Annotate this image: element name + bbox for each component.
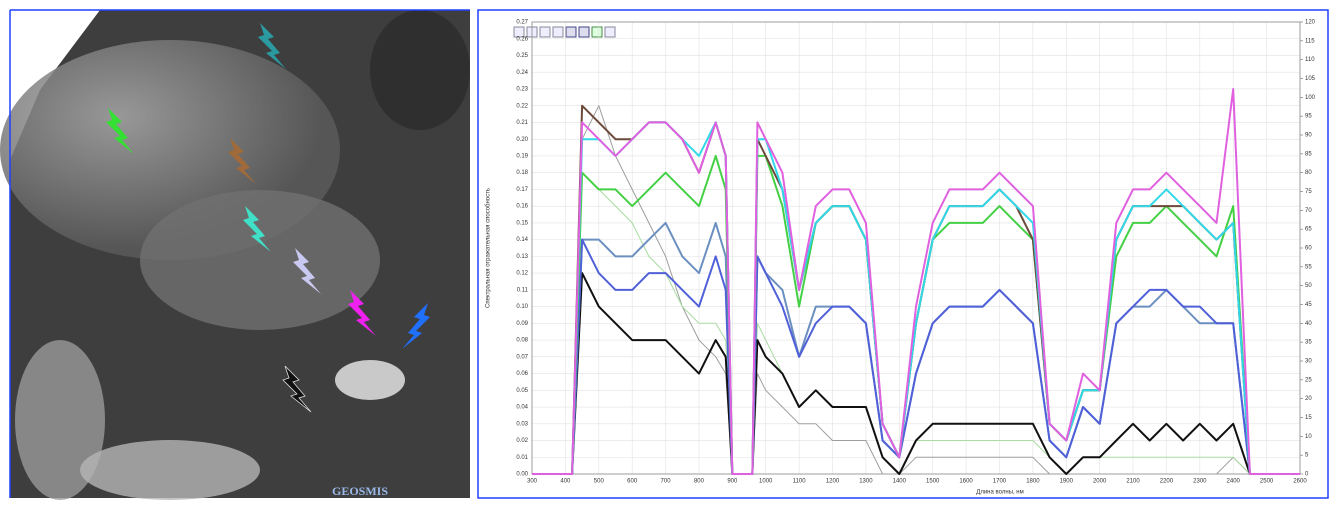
y2-tick-label: 115 <box>1305 38 1315 44</box>
y-tick-label: 0.18 <box>516 170 528 176</box>
toolbar-button[interactable] <box>566 27 576 37</box>
x-tick-label: 500 <box>594 479 605 485</box>
y2-tick-label: 30 <box>1305 359 1312 365</box>
y-tick-label: 0.17 <box>516 187 528 193</box>
y2-tick-label: 85 <box>1305 151 1312 157</box>
toolbar-button[interactable] <box>605 27 615 37</box>
y-tick-label: 0.08 <box>516 338 528 344</box>
y2-tick-label: 15 <box>1305 415 1312 421</box>
toolbar-button[interactable] <box>579 27 589 37</box>
x-tick-label: 300 <box>527 479 538 485</box>
x-tick-label: 900 <box>727 479 738 485</box>
y2-tick-label: 40 <box>1305 321 1312 327</box>
y-tick-label: 0.16 <box>516 204 528 210</box>
x-axis-label: Длина волны, нм <box>976 490 1023 496</box>
x-tick-label: 400 <box>560 479 571 485</box>
y-tick-label: 0.26 <box>516 36 528 42</box>
x-tick-label: 2400 <box>1227 479 1241 485</box>
y2-tick-label: 120 <box>1305 20 1316 26</box>
y2-tick-label: 45 <box>1305 302 1312 308</box>
y-tick-label: 0.27 <box>516 20 528 26</box>
y2-tick-label: 75 <box>1305 189 1312 195</box>
y-tick-label: 0.14 <box>516 237 528 243</box>
y-tick-label: 0.04 <box>516 405 528 411</box>
y2-tick-label: 60 <box>1305 246 1312 252</box>
dark-area <box>370 10 470 130</box>
y-tick-label: 0.22 <box>516 103 528 109</box>
y-tick-label: 0.00 <box>516 472 528 478</box>
y-tick-label: 0.15 <box>516 220 528 226</box>
y-tick-label: 0.01 <box>516 455 528 461</box>
x-tick-label: 600 <box>627 479 638 485</box>
y-tick-label: 0.20 <box>516 137 528 143</box>
y-tick-label: 0.02 <box>516 438 528 444</box>
y2-tick-label: 50 <box>1305 283 1312 289</box>
page: GEOSMIS Длина волны, нм Спектральная отр… <box>0 0 1330 501</box>
watermark: GEOSMIS <box>332 484 388 498</box>
y2-tick-label: 25 <box>1305 377 1312 383</box>
y2-tick-label: 20 <box>1305 396 1312 402</box>
y-tick-label: 0.19 <box>516 154 528 160</box>
x-tick-label: 700 <box>661 479 672 485</box>
y2-tick-label: 10 <box>1305 434 1312 440</box>
x-tick-label: 1700 <box>993 479 1007 485</box>
x-tick-label: 1600 <box>959 479 973 485</box>
y2-tick-label: 55 <box>1305 264 1312 270</box>
toolbar-button[interactable] <box>553 27 563 37</box>
x-tick-label: 2000 <box>1093 479 1107 485</box>
x-tick-label: 2600 <box>1293 479 1307 485</box>
x-tick-label: 2200 <box>1160 479 1174 485</box>
toolbar-button[interactable] <box>540 27 550 37</box>
y-tick-label: 0.24 <box>516 70 528 76</box>
x-tick-label: 2100 <box>1126 479 1140 485</box>
y-tick-label: 0.21 <box>516 120 528 126</box>
y-tick-label: 0.11 <box>517 287 529 293</box>
x-tick-label: 2300 <box>1193 479 1207 485</box>
y-tick-label: 0.25 <box>516 53 528 59</box>
y-tick-label: 0.03 <box>516 421 528 427</box>
y2-tick-label: 80 <box>1305 170 1312 176</box>
y2-tick-label: 105 <box>1305 76 1316 82</box>
y2-tick-label: 70 <box>1305 208 1312 214</box>
y2-tick-label: 95 <box>1305 114 1312 120</box>
satellite-panel: GEOSMIS <box>0 10 470 500</box>
y-tick-label: 0.07 <box>516 354 528 360</box>
y-tick-label: 0.23 <box>516 87 528 93</box>
x-tick-label: 1900 <box>1060 479 1074 485</box>
y-tick-label: 0.05 <box>516 388 528 394</box>
y-tick-label: 0.12 <box>516 271 528 277</box>
y-tick-label: 0.09 <box>516 321 528 327</box>
y2-tick-label: 100 <box>1305 95 1316 101</box>
x-tick-label: 1400 <box>893 479 907 485</box>
y-axis-label: Спектральная отражательная способность <box>486 188 492 308</box>
y2-tick-label: 35 <box>1305 340 1312 346</box>
y-tick-label: 0.13 <box>516 254 528 260</box>
x-tick-label: 2500 <box>1260 479 1274 485</box>
y2-tick-label: 65 <box>1305 227 1312 233</box>
x-tick-label: 1500 <box>926 479 940 485</box>
x-tick-label: 1800 <box>1026 479 1040 485</box>
cloud <box>140 190 380 330</box>
y-tick-label: 0.10 <box>516 304 528 310</box>
y2-tick-label: 90 <box>1305 133 1312 139</box>
toolbar-button[interactable] <box>592 27 602 37</box>
x-tick-label: 1200 <box>826 479 840 485</box>
screen: GEOSMIS Длина волны, нм Спектральная отр… <box>0 0 1330 501</box>
x-tick-label: 1300 <box>859 479 873 485</box>
x-tick-label: 800 <box>694 479 705 485</box>
cloud <box>80 440 260 500</box>
x-tick-label: 1000 <box>759 479 773 485</box>
x-tick-label: 1100 <box>793 479 807 485</box>
y-tick-label: 0.06 <box>516 371 528 377</box>
volcano-snow <box>335 360 405 400</box>
y2-tick-label: 110 <box>1305 57 1315 63</box>
